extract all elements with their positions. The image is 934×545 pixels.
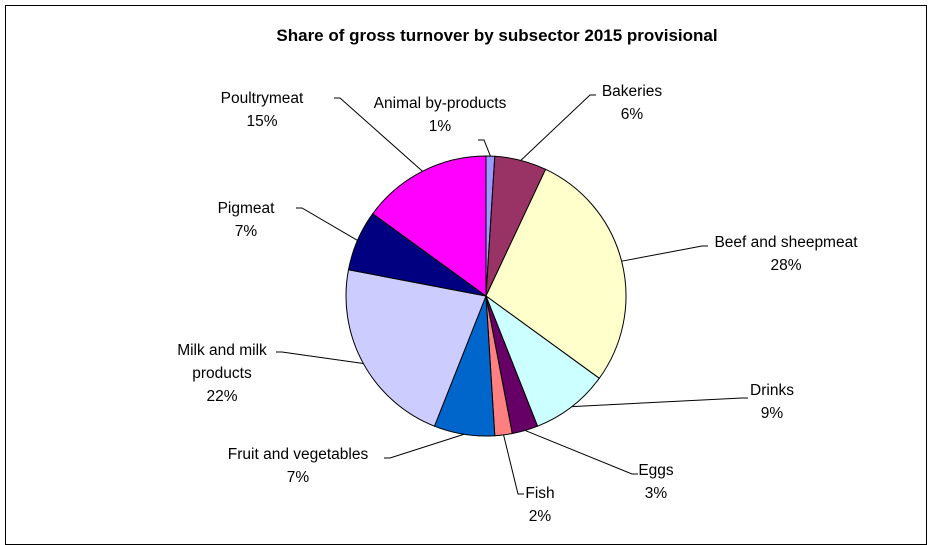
slice-name: Fish: [525, 485, 555, 502]
leader-line: [524, 429, 638, 475]
data-label: Pigmeat 7%: [218, 197, 275, 243]
slice-value: 9%: [760, 405, 784, 422]
leader-line: [571, 397, 748, 408]
slice-value: 22%: [206, 388, 238, 405]
slice-name: Animal by-products: [373, 95, 507, 112]
slice-name: Eggs: [638, 462, 674, 479]
leader-line: [276, 351, 364, 364]
slice-name: Pigmeat: [217, 200, 275, 217]
leader-line: [384, 433, 465, 459]
slice-name: Poultrymeat: [220, 90, 304, 107]
data-label: Drinks 9%: [750, 379, 794, 425]
data-label: Milk and milk products 22%: [157, 339, 287, 408]
slice-name: Fruit and vegetables: [227, 446, 369, 463]
slice-value: 2%: [528, 508, 552, 525]
slice-value: 6%: [620, 106, 644, 123]
data-label: Fish 2%: [525, 482, 554, 528]
leader-line: [334, 97, 423, 172]
leader-line: [503, 434, 524, 495]
leader-line: [296, 207, 358, 241]
slice-name: Milk and milk products: [177, 342, 267, 382]
data-label: Poultrymeat 15%: [221, 87, 304, 133]
leader-line: [478, 139, 491, 157]
pie-slice: [484, 294, 600, 427]
data-label: Fruit and vegetables 7%: [228, 443, 368, 489]
slice-value: 15%: [246, 113, 278, 130]
slice-value: 1%: [428, 118, 452, 135]
slice-value: 28%: [770, 257, 802, 274]
slice-value: 7%: [286, 469, 310, 486]
slice-value: 3%: [644, 485, 668, 502]
slice-name: Drinks: [750, 382, 794, 399]
data-label: Eggs 3%: [638, 459, 673, 505]
slice-name: Beef and sheepmeat: [714, 234, 858, 251]
slice-value: 7%: [234, 223, 258, 240]
pie-slice: [372, 155, 487, 297]
chart-title: Share of gross turnover by subsector 201…: [276, 26, 718, 45]
leader-line: [520, 94, 596, 161]
pie-slice: [345, 269, 487, 427]
data-label: Animal by-products 1%: [374, 92, 507, 138]
data-label: Bakeries 6%: [602, 80, 662, 126]
slice-name: Bakeries: [601, 83, 663, 100]
pie-slice: [485, 168, 627, 379]
data-label: Beef and sheepmeat 28%: [714, 231, 857, 277]
leader-line: [621, 245, 708, 262]
